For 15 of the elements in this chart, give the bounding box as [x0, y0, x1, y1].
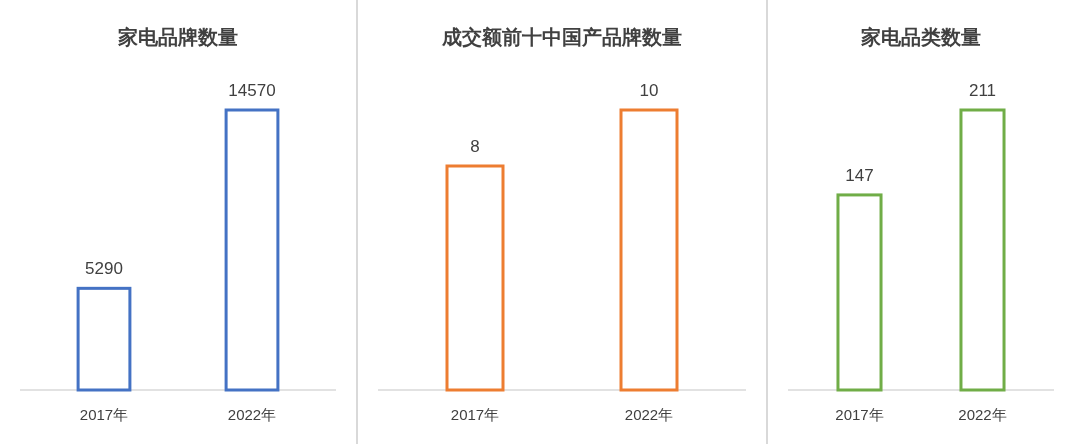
x-tick-label: 2022年 [624, 406, 674, 423]
data-label: 5290 [85, 259, 123, 279]
x-tick-label: 2017年 [835, 406, 884, 423]
chart-title: 家电品类数量 [860, 26, 981, 48]
data-label: 211 [968, 81, 997, 100]
data-label: 147 [845, 165, 874, 185]
chart-title: 家电品牌数量 [117, 26, 238, 48]
x-tick-label: 2017年 [450, 406, 500, 423]
x-tick-label: 2022年 [958, 406, 1007, 423]
x-tick-label: 2022年 [227, 406, 277, 423]
data-label: 8 [470, 137, 480, 156]
data-label: 14570 [228, 81, 276, 100]
data-label: 10 [639, 81, 659, 100]
chart-title: 成交额前十中国产品牌数量 [441, 26, 682, 48]
x-tick-label: 2017年 [79, 406, 129, 423]
